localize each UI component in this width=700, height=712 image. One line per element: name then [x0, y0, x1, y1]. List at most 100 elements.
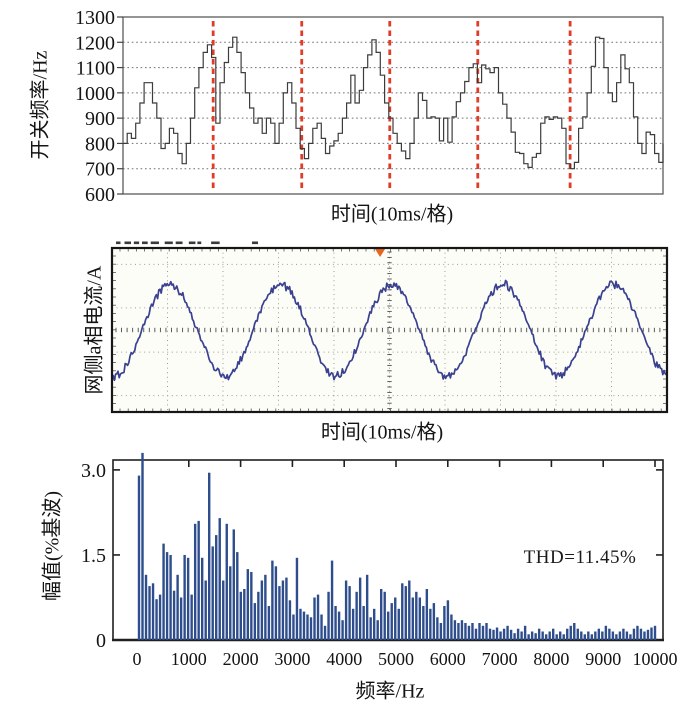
spectrum-bar	[176, 574, 179, 640]
spectrum-bar	[566, 628, 569, 640]
spectrum-bar	[401, 583, 404, 640]
spectrum-bar	[295, 557, 299, 640]
spectrum-bar	[155, 599, 158, 640]
spectrum-bar	[446, 600, 450, 640]
spectrum-bar	[443, 606, 446, 640]
spectrum-bar	[246, 569, 250, 640]
spectrum-bar	[464, 623, 467, 640]
spectrum-bar	[162, 543, 165, 640]
spectrum-bar	[327, 591, 330, 640]
spectrum-bar	[390, 603, 393, 640]
spectrum-bar	[594, 631, 597, 640]
spectrum-bar	[523, 625, 527, 640]
spectrum-bar	[344, 580, 348, 640]
spectrum-bar	[383, 591, 386, 640]
spectrum-bar	[650, 627, 653, 640]
spectrum-bar	[229, 566, 232, 640]
spectrum-bar	[425, 589, 429, 640]
spectrum-bar	[376, 620, 379, 640]
spectrum-bar	[348, 586, 351, 640]
spectrum-bar	[495, 627, 499, 640]
spectrum-bar	[481, 625, 485, 640]
spectrum-bar	[204, 580, 207, 640]
spectrum-bar	[520, 631, 523, 640]
spectrum-bar	[418, 597, 422, 640]
spectrum-bar	[243, 589, 246, 640]
spectrum-bar	[471, 623, 474, 640]
spectrum-bar	[460, 620, 464, 640]
trigger-marker-icon	[375, 249, 386, 257]
spectrum-bar	[218, 518, 221, 640]
spectrum-bar	[422, 606, 425, 640]
spectrum-bar	[555, 634, 558, 640]
spectrum-bar	[632, 628, 636, 640]
x-tick-label: 1000	[171, 649, 207, 669]
spectrum-bar	[453, 620, 457, 640]
spectrum-bar	[408, 580, 411, 640]
spectrum-bar	[601, 631, 604, 640]
x-axis-label-time-top: 时间(10ms/格)	[330, 203, 454, 226]
spectrum-bar	[394, 597, 397, 640]
spectrum-bar	[587, 631, 590, 640]
spectrum-bar	[404, 586, 407, 640]
spectrum-bar	[537, 628, 541, 640]
y-axis-label-switching-frequency: 开关频率/Hz	[29, 50, 52, 160]
spectrum-bar	[330, 560, 334, 640]
spectrum-bar	[302, 611, 306, 640]
spectrum-bar	[193, 523, 197, 640]
spectrum-bar	[583, 634, 586, 640]
spectrum-bar	[264, 574, 267, 640]
spectrum-bar	[306, 614, 309, 640]
spectrum-bar	[190, 594, 193, 640]
spectrum-bar	[299, 608, 302, 640]
spectrum-bar	[172, 590, 176, 640]
spectrum-bar	[179, 597, 183, 640]
x-tick-label: 5000	[378, 649, 414, 669]
spectrum-bar	[432, 603, 436, 640]
spectrum-bar	[562, 634, 565, 640]
y-tick-label: 0	[96, 630, 106, 652]
spectrum-bar	[260, 580, 264, 640]
spectrum-bar	[492, 629, 495, 640]
spectrum-bar	[358, 577, 362, 640]
spectrum-bar	[257, 591, 260, 640]
spectrum-bar	[397, 608, 400, 640]
spectrum-bar	[372, 608, 376, 640]
spectrum-bar	[608, 628, 611, 640]
spectrum-bar	[506, 625, 509, 640]
spectrum-bar	[509, 629, 513, 640]
spectrum-bar	[313, 597, 316, 640]
x-tick-label: 10000	[633, 649, 678, 669]
spectrum-bar	[169, 555, 172, 640]
y-axis-label-amplitude: 幅值(%基波)	[41, 491, 64, 601]
x-tick-label: 4000	[326, 649, 362, 669]
x-tick-label: 8000	[533, 649, 569, 669]
scope-header-artifact	[124, 241, 131, 245]
spectrum-bar	[197, 520, 200, 640]
spectrum-bar	[580, 631, 583, 640]
spectrum-bar	[253, 603, 257, 640]
plot-frame	[122, 16, 664, 195]
y-tick-label: 1100	[76, 58, 115, 80]
spectrum-bar	[499, 631, 502, 640]
y-tick-label: 1300	[75, 7, 115, 29]
spectrum-bar	[653, 625, 657, 640]
scope-header-artifact	[197, 241, 202, 245]
spectrum-bar	[552, 628, 555, 640]
spectrum-bar	[439, 623, 443, 640]
y-tick-label: 800	[85, 133, 115, 155]
spectrum-bar	[615, 634, 618, 640]
spectrum-bar	[208, 472, 211, 640]
spectrum-bar	[474, 628, 478, 640]
spectrum-bar	[292, 614, 295, 640]
spectrum-bar	[467, 625, 471, 640]
y-tick-label: 1000	[75, 83, 115, 105]
spectrum-bar	[534, 633, 537, 640]
spectrum-bar	[278, 586, 281, 640]
spectrum-bar	[222, 580, 225, 640]
x-tick-label: 2000	[223, 649, 259, 669]
spectrum-bar	[436, 617, 439, 640]
spectrum-bar	[450, 614, 453, 640]
spectrum-bar	[137, 475, 141, 640]
